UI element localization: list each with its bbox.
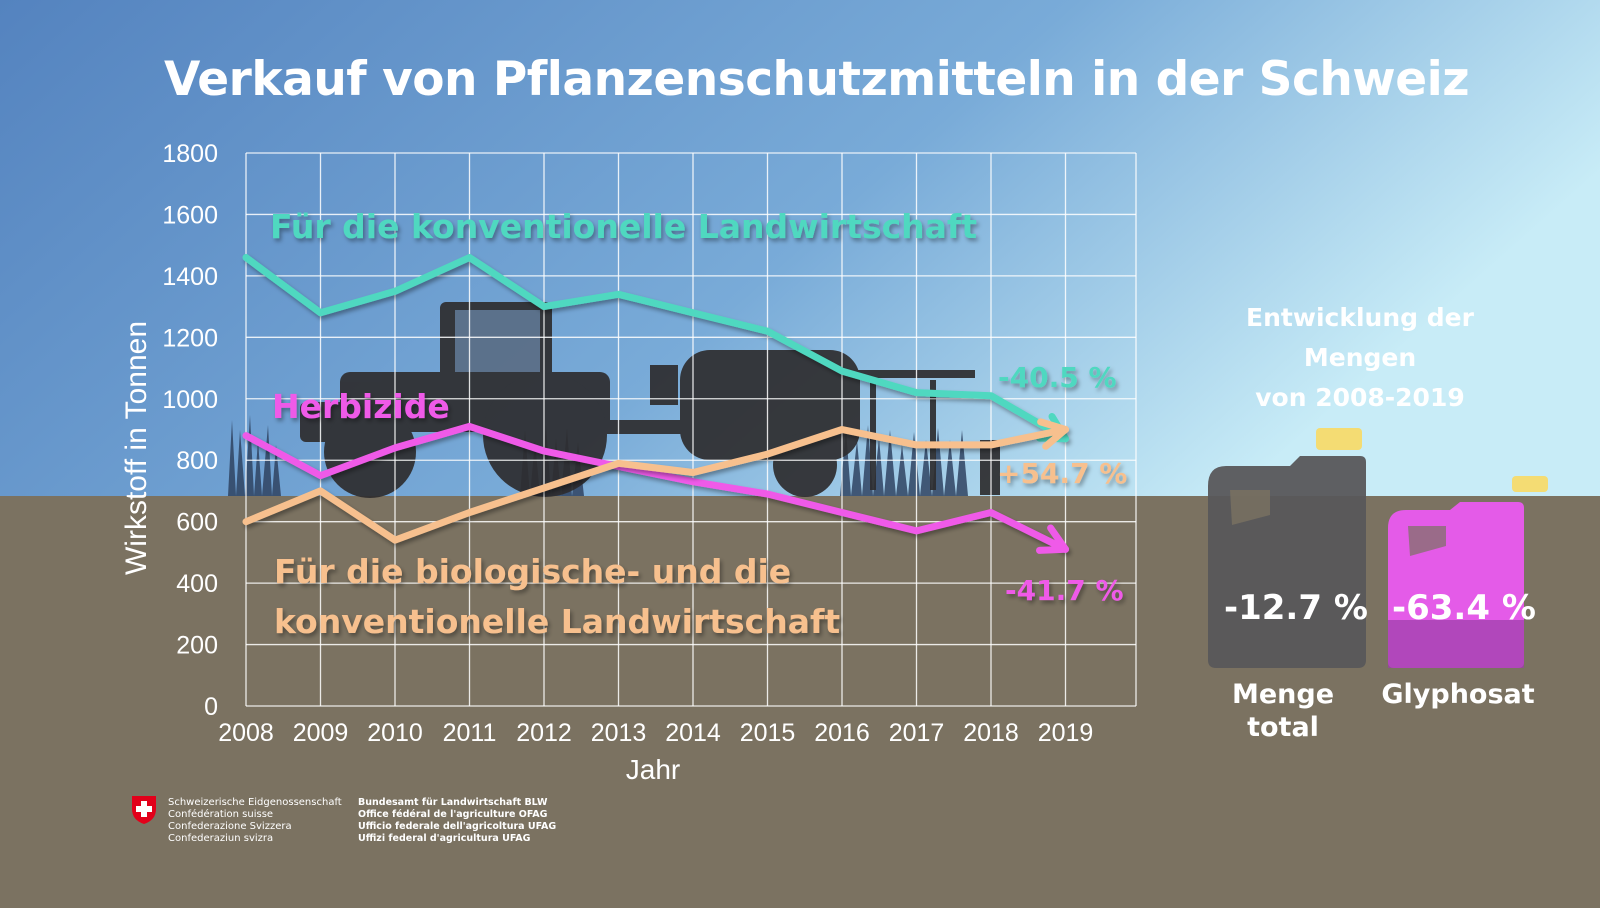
footer-line: Office fédéral de l'agriculture OFAG xyxy=(358,809,548,820)
y-tick-label: 0 xyxy=(204,693,218,721)
y-tick-label: 800 xyxy=(176,447,218,475)
series-label-herbicide: Herbizide xyxy=(272,387,450,426)
development-title-line: Entwicklung der xyxy=(1246,303,1474,332)
y-axis-label: Wirkstoff in Tonnen xyxy=(120,321,153,575)
series-line-bio xyxy=(242,426,1069,544)
total-label: Menge total xyxy=(1218,678,1348,744)
footer-line: Ufficio federale dell'agricoltura UFAG xyxy=(358,821,557,832)
footer-office: Bundesamt für Landwirtschaft BLW Office … xyxy=(358,797,556,845)
tractor-silhouette xyxy=(300,302,1000,498)
canister-glyphosat xyxy=(1388,476,1548,668)
series-lines xyxy=(242,254,1069,554)
x-tick-label: 2015 xyxy=(740,719,796,747)
total-label-line: Menge xyxy=(1231,679,1335,710)
footer-confederation: Schweizerische Eidgenossenschaft Confédé… xyxy=(168,797,342,845)
x-tick-label: 2018 xyxy=(963,719,1019,747)
total-change-value: -12.7 % xyxy=(1224,588,1368,628)
x-tick-label: 2013 xyxy=(591,719,647,747)
glyphosat-label: Glyphosat xyxy=(1381,679,1535,710)
x-tick-label: 2012 xyxy=(516,719,572,747)
y-tick-label: 1800 xyxy=(162,140,218,168)
glyphosat-change-value: -63.4 % xyxy=(1392,588,1536,628)
footer-line: Bundesamt für Landwirtschaft BLW xyxy=(358,797,548,808)
development-title-line: von 2008-2019 xyxy=(1255,383,1465,412)
footer-line: Confederaziun svizra xyxy=(168,833,274,844)
change-label-bio: +54.7 % xyxy=(997,457,1127,490)
series-label-bio-line1: Für die biologische- und die xyxy=(274,552,791,591)
footer-line: Confederazione Svizzera xyxy=(168,821,292,832)
y-tick-labels: 0 200 400 600 800 1000 1200 1400 1600 1800 xyxy=(162,140,218,721)
x-tick-label: 2019 xyxy=(1038,719,1094,747)
series-line-herbicide xyxy=(242,422,1069,553)
footer-line: Uffizi federal d'agricultura UFAG xyxy=(358,833,531,844)
page-title: Verkauf von Pflanzenschutzmitteln in der… xyxy=(164,52,1470,107)
x-tick-label: 2008 xyxy=(218,719,274,747)
x-tick-label: 2017 xyxy=(889,719,945,747)
y-tick-label: 400 xyxy=(176,570,218,598)
x-axis-label: Jahr xyxy=(626,754,680,785)
development-title: Entwicklung der Mengen von 2008-2019 xyxy=(1212,298,1508,418)
series-label-conventional: Für die konventionelle Landwirtschaft xyxy=(270,207,977,246)
change-label-herbicide: -41.7 % xyxy=(1005,574,1124,607)
change-label-conventional: -40.5 % xyxy=(998,361,1117,394)
footer-line: Confédération suisse xyxy=(168,809,274,820)
x-tick-label: 2014 xyxy=(665,719,721,747)
x-tick-label: 2016 xyxy=(814,719,870,747)
x-tick-labels: 2008 2009 2010 2011 2012 2013 2014 2015 2016 2017… xyxy=(218,719,1093,747)
x-tick-label: 2011 xyxy=(443,719,497,747)
canister-total xyxy=(1208,428,1366,668)
y-tick-label: 1200 xyxy=(162,324,218,352)
x-tick-label: 2010 xyxy=(367,719,423,747)
series-arrow-bio xyxy=(1037,418,1069,450)
total-label-line: total xyxy=(1247,712,1319,743)
series-arrow-herbicide xyxy=(1036,524,1069,554)
y-tick-label: 1400 xyxy=(162,263,218,291)
y-tick-label: 1600 xyxy=(162,201,218,229)
swiss-coat-of-arms-icon xyxy=(132,796,156,824)
series-label-bio-line2: konventionelle Landwirtschaft xyxy=(274,602,840,641)
y-tick-label: 200 xyxy=(176,632,218,660)
series-line-conventional xyxy=(242,254,1069,443)
y-tick-label: 1000 xyxy=(162,386,218,414)
y-tick-label: 600 xyxy=(176,509,218,537)
footer-line: Schweizerische Eidgenossenschaft xyxy=(168,797,342,808)
development-title-line: Mengen xyxy=(1303,343,1417,372)
x-tick-label: 2009 xyxy=(293,719,349,747)
